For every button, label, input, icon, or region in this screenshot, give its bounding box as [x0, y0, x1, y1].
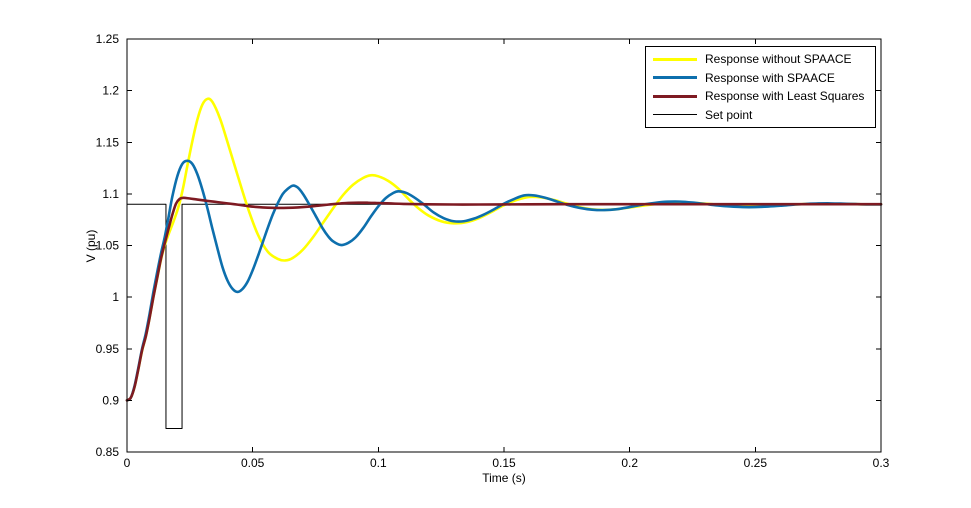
legend-item: Response with Least Squares — [646, 87, 875, 105]
x-tick-label: 0.05 — [241, 456, 265, 470]
legend-item-label: Response without SPAACE — [705, 52, 852, 67]
y-tick-label: 0.9 — [102, 393, 119, 407]
series-response-with-spaace — [125, 159, 883, 402]
y-tick-label: 0.85 — [96, 445, 120, 459]
y-tick-label: 1.1 — [102, 187, 119, 201]
y-tick-label: 0.95 — [96, 342, 120, 356]
legend-line-sample-black — [653, 114, 697, 116]
legend-item: Set point — [646, 106, 875, 124]
legend-item-label: Set point — [705, 107, 753, 122]
legend-item-label: Response with SPAACE — [705, 70, 835, 85]
y-tick-label: 1.2 — [102, 84, 119, 98]
x-tick-label: 0.15 — [492, 456, 516, 470]
x-tick-label: 0.2 — [621, 456, 638, 470]
legend-item: Response without SPAACE — [646, 50, 875, 68]
x-axis-label: Time (s) — [482, 471, 526, 485]
series-response-without-spaace — [125, 97, 883, 402]
y-axis-label: V (pu) — [84, 229, 98, 263]
x-tick-label: 0 — [124, 456, 131, 470]
y-tick-label: 1.25 — [96, 32, 120, 46]
series-set-point — [126, 203, 882, 430]
y-tick-label: 1.05 — [96, 239, 120, 253]
y-tick-label: 1.15 — [96, 135, 120, 149]
y-tick-label: 1 — [112, 290, 119, 304]
legend: Response without SPAACE Response with SP… — [645, 46, 876, 128]
legend-line-sample-yellow — [653, 57, 697, 61]
legend-line-sample-blue — [653, 76, 697, 80]
series-response-with-least-squares — [125, 196, 883, 402]
x-tick-label: 0.25 — [744, 456, 768, 470]
legend-item-label: Response with Least Squares — [705, 89, 865, 104]
legend-item: Response with SPAACE — [646, 69, 875, 87]
x-tick-label: 0.1 — [370, 456, 387, 470]
legend-line-sample-darkred — [653, 94, 697, 98]
x-tick-label: 0.3 — [873, 456, 890, 470]
